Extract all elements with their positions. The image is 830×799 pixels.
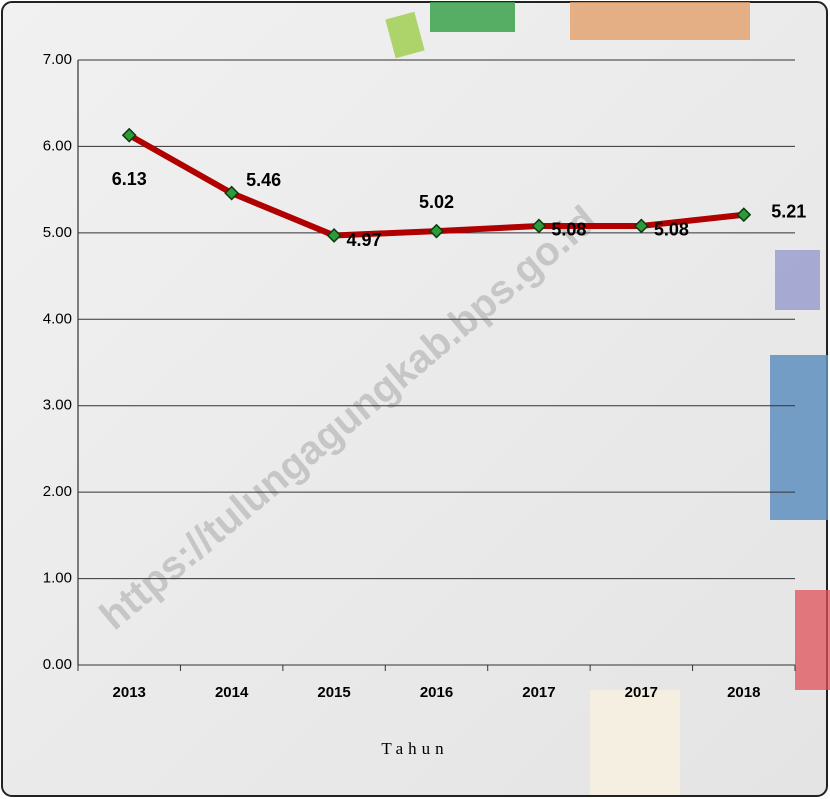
data-label: 5.08 — [654, 220, 689, 240]
x-tick-label: 2013 — [113, 684, 146, 701]
sharpener-decoration — [775, 250, 820, 310]
data-point — [633, 218, 649, 234]
data-label: 5.46 — [246, 170, 281, 190]
x-axis-title: Tahun — [381, 739, 448, 758]
data-point — [121, 127, 137, 143]
y-tick-label: 3.00 — [43, 397, 72, 414]
data-label: 6.13 — [112, 169, 147, 189]
notebook-decoration — [770, 355, 828, 520]
marker-cap-decoration — [385, 11, 425, 59]
data-label: 5.08 — [551, 220, 586, 240]
data-point — [326, 228, 342, 243]
ruler-decoration — [570, 2, 750, 40]
y-tick-label: 5.00 — [43, 224, 72, 241]
x-tick-label: 2018 — [727, 684, 760, 701]
x-tick-label: 2015 — [317, 684, 350, 701]
x-tick-label: 2017 — [625, 684, 658, 701]
data-point — [224, 185, 240, 201]
data-point — [736, 207, 752, 223]
x-tick-label: 2017 — [522, 684, 555, 701]
y-tick-label: 4.00 — [43, 310, 72, 327]
marker-decoration — [430, 2, 515, 32]
y-tick-label: 7.00 — [43, 51, 72, 68]
data-label: 5.02 — [419, 192, 454, 212]
y-tick-label: 0.00 — [43, 656, 72, 673]
x-tick-label: 2016 — [420, 684, 453, 701]
data-label: 5.21 — [771, 201, 806, 221]
y-tick-label: 2.00 — [43, 483, 72, 500]
y-tick-label: 1.00 — [43, 570, 72, 587]
data-point — [429, 223, 444, 239]
data-label: 4.97 — [347, 230, 382, 250]
data-point — [531, 218, 547, 234]
eraser-decoration — [795, 590, 830, 690]
x-tick-label: 2014 — [215, 684, 249, 701]
book-decoration — [590, 690, 680, 795]
y-tick-label: 6.00 — [43, 137, 72, 154]
